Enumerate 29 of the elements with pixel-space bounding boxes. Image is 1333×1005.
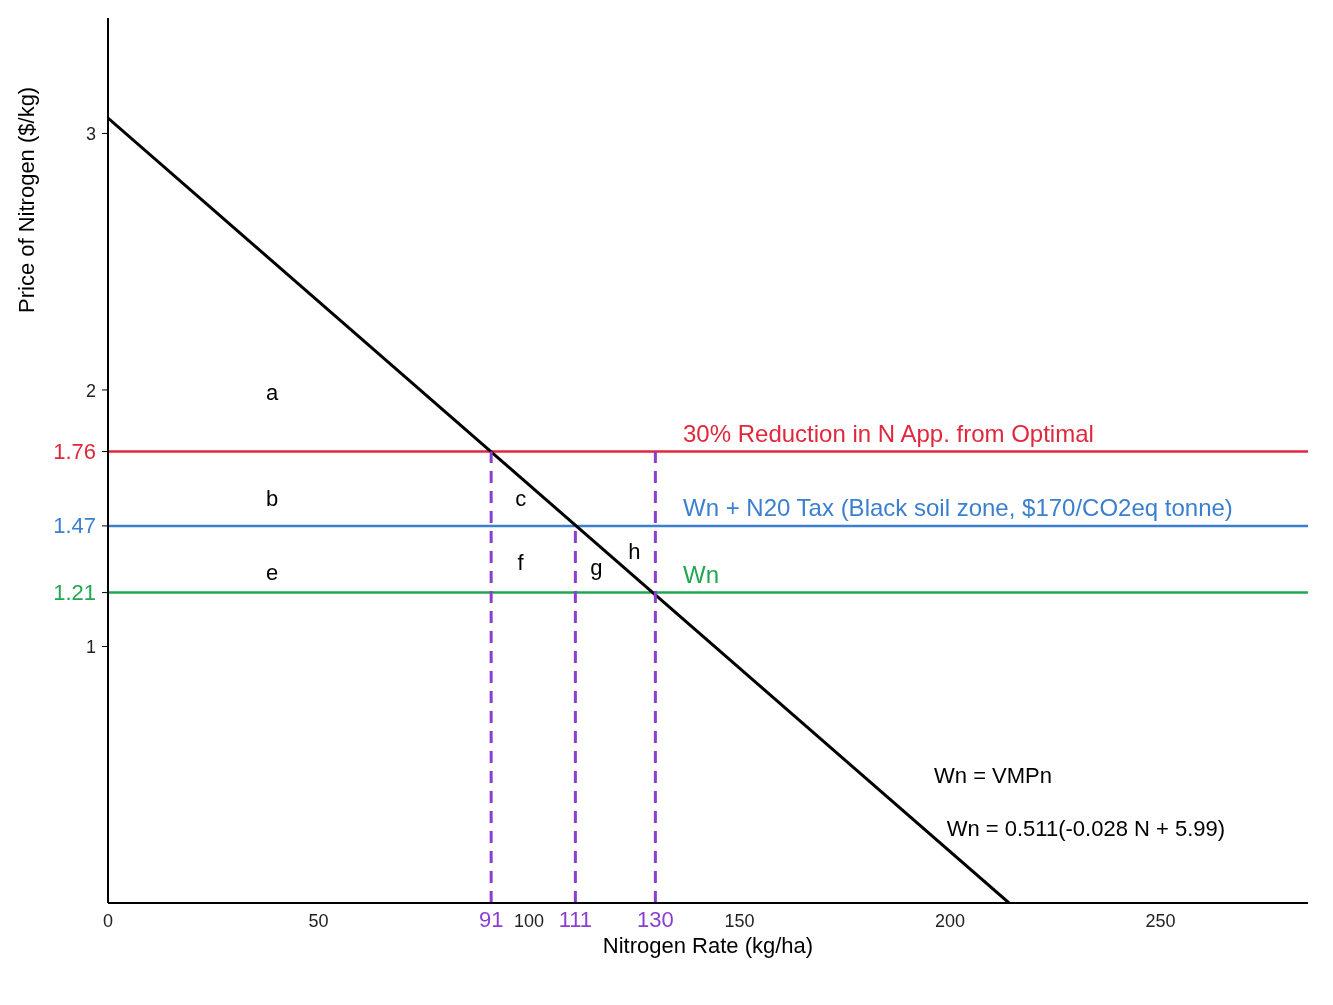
y-tick-label: 2 xyxy=(85,380,96,401)
y-tick-label: 3 xyxy=(85,124,96,145)
y-tick-label: 1.21 xyxy=(53,579,96,605)
x-axis-title: Nitrogen Rate (kg/ha) xyxy=(602,933,814,958)
x-tick-label: 111 xyxy=(558,907,593,932)
ref-line-label: Wn + N20 Tax (Black soil zone, $170/CO2eq tonne) xyxy=(683,494,1233,522)
y-tick-label: 1.47 xyxy=(53,512,96,538)
annotation: g xyxy=(590,554,603,580)
annotation: Wn = 0.511(-0.028 N + 5.99) xyxy=(946,816,1226,842)
annotation: c xyxy=(515,485,527,511)
x-tick-label: 130 xyxy=(637,907,674,932)
annotation: h xyxy=(628,539,641,565)
annotation: Wn = VMPn xyxy=(934,762,1053,788)
x-tick-label: 100 xyxy=(514,911,545,931)
ref-line-label: 30% Reduction in N App. from Optimal xyxy=(683,420,1094,448)
annotation: f xyxy=(517,549,525,575)
annotation: a xyxy=(266,380,280,406)
x-tick-label: 200 xyxy=(935,911,966,931)
x-tick-label: 150 xyxy=(724,911,755,931)
annotation: e xyxy=(266,559,279,585)
x-tick-label: 250 xyxy=(1145,911,1176,931)
x-tick-label: 50 xyxy=(308,911,329,931)
y-tick-label: 1 xyxy=(85,637,96,658)
x-tick-label: 91 xyxy=(478,907,504,932)
x-tick-label: 0 xyxy=(102,911,114,931)
ref-line-label: Wn xyxy=(683,561,719,589)
annotation: b xyxy=(266,485,279,511)
y-tick-label: 1.76 xyxy=(53,438,96,464)
y-axis-title: Price of Nitrogen ($/kg) xyxy=(13,86,39,313)
